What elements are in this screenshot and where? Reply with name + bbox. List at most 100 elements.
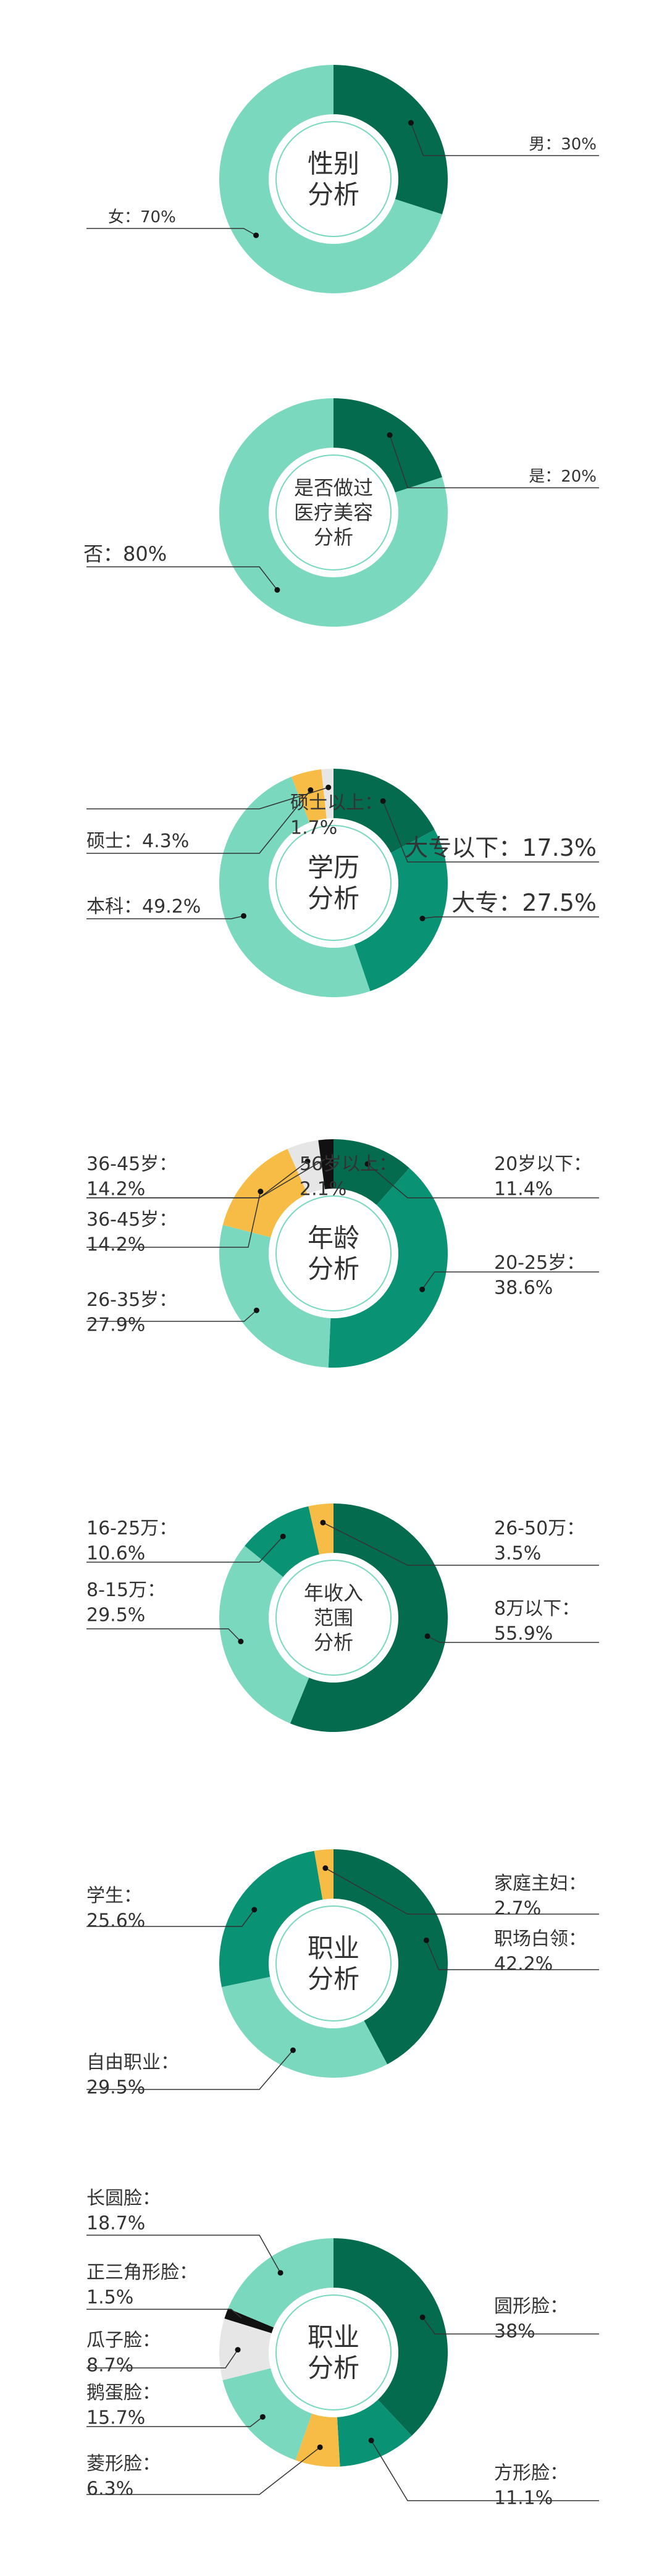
leader-line bbox=[86, 2416, 263, 2427]
chart-center-title: 是否做过 bbox=[294, 476, 373, 500]
donut-slice bbox=[219, 776, 371, 998]
donut-slice bbox=[308, 1503, 334, 1555]
donut-slice bbox=[219, 2319, 272, 2380]
slice-label: 20-25岁： bbox=[494, 1252, 585, 1274]
slice-label: 自由职业： bbox=[86, 2052, 179, 2073]
leader-dot bbox=[364, 1161, 371, 1167]
slice-label: 14.2% bbox=[86, 1234, 145, 1256]
leader-line bbox=[422, 916, 599, 919]
leader-line bbox=[86, 1909, 255, 1927]
leader-dot bbox=[238, 1638, 244, 1644]
leader-line bbox=[86, 1310, 257, 1322]
slice-label: 8.7% bbox=[86, 2355, 133, 2377]
slice-label: 8万以下： bbox=[494, 1598, 580, 1620]
leader-dot bbox=[408, 120, 414, 126]
donut-center bbox=[269, 1899, 398, 2028]
chart-center-title: 范围 bbox=[314, 1606, 353, 1629]
leader-dot bbox=[251, 1907, 258, 1913]
chart-center-title: 分析 bbox=[308, 2353, 359, 2383]
leader-line bbox=[86, 1191, 261, 1248]
donut-slice bbox=[219, 1545, 309, 1724]
slice-label: 20岁以下： bbox=[494, 1153, 592, 1175]
donut-slice bbox=[354, 829, 448, 992]
slice-label: 8-15万： bbox=[86, 1579, 166, 1601]
slice-label: 56岁以上： bbox=[300, 1153, 397, 1175]
slice-label: 否：80% bbox=[83, 542, 167, 566]
slice-label: 瓜子脸： bbox=[86, 2330, 161, 2351]
leader-dot bbox=[419, 1286, 426, 1292]
chart-center-title: 分析 bbox=[308, 1254, 359, 1284]
slice-label: 菱形脸： bbox=[86, 2453, 161, 2475]
slice-label: 女：70% bbox=[108, 208, 176, 227]
slice-label: 2.7% bbox=[494, 1898, 541, 1920]
leader-dot bbox=[290, 2047, 296, 2053]
donut-slice bbox=[334, 769, 435, 853]
slice-label: 长圆脸： bbox=[86, 2188, 161, 2209]
slice-label: 14.2% bbox=[86, 1179, 145, 1200]
leader-line bbox=[86, 1536, 283, 1563]
leader-dot bbox=[322, 1865, 329, 1871]
leader-dot bbox=[240, 913, 246, 919]
leader-line bbox=[426, 1940, 599, 1970]
donut-slice bbox=[219, 1850, 323, 1988]
slice-label: 38.6% bbox=[494, 1278, 553, 1299]
slice-label: 鹅蛋脸： bbox=[86, 2382, 161, 2404]
chart-center-title: 职业 bbox=[308, 1933, 359, 1963]
slice-label: 38% bbox=[494, 2321, 535, 2343]
slice-label: 10.6% bbox=[86, 1543, 145, 1565]
slice-label: 55.9% bbox=[494, 1623, 553, 1645]
leader-line bbox=[422, 1271, 599, 1290]
donut-slice bbox=[318, 1139, 334, 1189]
donut-slice bbox=[334, 2238, 448, 2436]
chart-center-title: 学历 bbox=[308, 853, 359, 883]
slice-label: 大专：27.5% bbox=[451, 889, 597, 916]
slice-label: 学生： bbox=[86, 1885, 142, 1907]
leader-line bbox=[86, 2049, 294, 2090]
slice-label: 硕士：4.3% bbox=[86, 830, 189, 852]
donut-center bbox=[269, 1189, 398, 1318]
leader-line bbox=[86, 1628, 241, 1642]
slice-label: 男：30% bbox=[529, 135, 597, 154]
leader-line bbox=[86, 2349, 238, 2369]
donut-slice bbox=[228, 2238, 334, 2328]
chart-center-title: 分析 bbox=[308, 1964, 359, 1994]
leader-line bbox=[86, 787, 329, 809]
chart-center-title: 性别 bbox=[308, 149, 359, 179]
donut-center-ring bbox=[275, 825, 392, 941]
slice-label: 15.7% bbox=[86, 2407, 145, 2429]
slice-label: 36-45岁： bbox=[86, 1209, 177, 1231]
leader-line bbox=[382, 801, 599, 863]
chart-center-title: 年龄 bbox=[308, 1223, 359, 1253]
donut-slice bbox=[224, 2308, 274, 2333]
leader-line bbox=[410, 122, 599, 156]
slice-label: 方形脸： bbox=[494, 2462, 568, 2484]
slice-label: 18.7% bbox=[86, 2213, 145, 2235]
leader-dot bbox=[387, 432, 393, 438]
donut-center bbox=[269, 115, 398, 243]
slice-label: 29.5% bbox=[86, 2077, 145, 2099]
donut-center-ring bbox=[275, 454, 392, 571]
leader-line bbox=[427, 1636, 599, 1643]
donut-slice bbox=[219, 1224, 331, 1368]
leader-line bbox=[322, 1522, 599, 1566]
leader-dot bbox=[240, 2317, 246, 2323]
leader-line bbox=[422, 2317, 599, 2335]
slice-label: 27.9% bbox=[86, 1315, 145, 1336]
leader-dot bbox=[419, 2314, 426, 2320]
chart-center-title: 职业 bbox=[308, 2322, 359, 2352]
donut-slice bbox=[314, 1849, 334, 1900]
donut-slice bbox=[222, 2368, 313, 2461]
leader-dot bbox=[258, 1189, 264, 1195]
donut-center bbox=[269, 1554, 398, 1682]
donut-center-ring bbox=[275, 1905, 392, 2022]
donut-slice bbox=[328, 1168, 448, 1368]
chart-center-title: 分析 bbox=[314, 1631, 353, 1654]
donut-slice bbox=[291, 769, 327, 823]
leader-line bbox=[86, 228, 256, 236]
leader-dot bbox=[423, 1937, 429, 1943]
